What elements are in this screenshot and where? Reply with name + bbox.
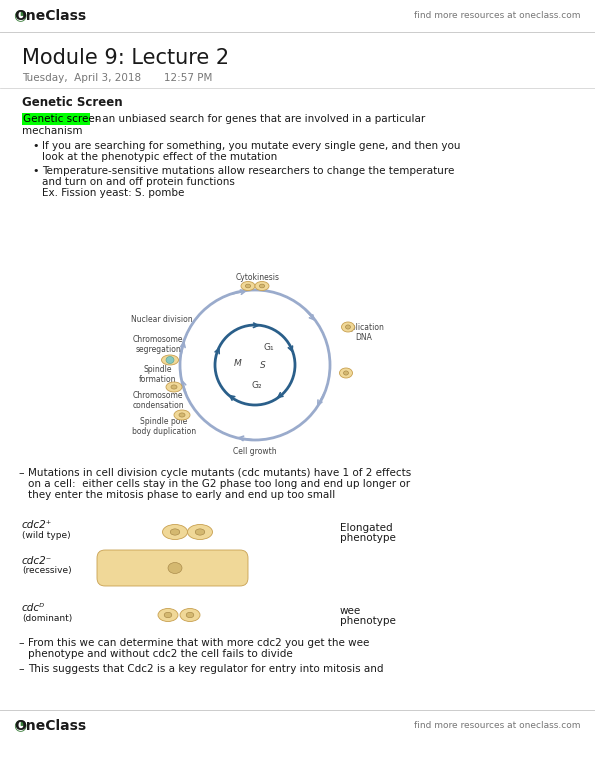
Text: If you are searching for something, you mutate every single gene, and then you: If you are searching for something, you …: [42, 141, 461, 151]
Text: Module 9: Lecture 2: Module 9: Lecture 2: [22, 48, 229, 68]
Text: –: –: [18, 664, 24, 674]
Ellipse shape: [158, 608, 178, 621]
Text: (wild type): (wild type): [22, 531, 71, 540]
Text: look at the phenotypic effect of the mutation: look at the phenotypic effect of the mut…: [42, 152, 277, 162]
FancyBboxPatch shape: [97, 550, 248, 586]
Text: Cell growth: Cell growth: [233, 447, 277, 457]
Text: Spindle pole: Spindle pole: [140, 417, 187, 427]
Text: Ex. Fission yeast: S. pombe: Ex. Fission yeast: S. pombe: [42, 188, 184, 198]
Ellipse shape: [166, 357, 174, 363]
Text: Cytokinesis: Cytokinesis: [236, 273, 280, 282]
Ellipse shape: [171, 385, 177, 389]
Text: M: M: [234, 359, 242, 367]
Text: formation: formation: [139, 376, 177, 384]
Text: condensation: condensation: [132, 400, 184, 410]
Ellipse shape: [161, 355, 178, 365]
Text: S: S: [260, 361, 266, 370]
Text: Genetic screen: Genetic screen: [23, 114, 101, 124]
Ellipse shape: [195, 529, 205, 535]
Text: –: –: [18, 638, 24, 648]
Ellipse shape: [179, 413, 185, 417]
Text: G₁: G₁: [264, 343, 274, 353]
Ellipse shape: [174, 410, 190, 420]
Text: •: •: [32, 166, 39, 176]
Text: Chromosome: Chromosome: [133, 390, 183, 400]
Text: - an unbiased search for genes that are involved in a particular: - an unbiased search for genes that are …: [92, 114, 425, 124]
Ellipse shape: [346, 325, 350, 329]
Text: cdc2⁺: cdc2⁺: [22, 520, 52, 530]
Text: ◔: ◔: [14, 8, 33, 24]
Text: segregation: segregation: [135, 346, 181, 354]
Text: wee: wee: [340, 606, 361, 616]
Ellipse shape: [187, 524, 212, 540]
Ellipse shape: [186, 612, 194, 618]
Text: Temperature-sensitive mutations allow researchers to change the temperature: Temperature-sensitive mutations allow re…: [42, 166, 455, 176]
Ellipse shape: [166, 382, 182, 392]
Text: From this we can determine that with more cdc2 you get the wee: From this we can determine that with mor…: [28, 638, 369, 648]
Ellipse shape: [342, 322, 355, 332]
Text: phenotype: phenotype: [340, 616, 396, 626]
Ellipse shape: [170, 529, 180, 535]
Text: DNA: DNA: [356, 333, 372, 342]
Ellipse shape: [343, 371, 349, 375]
Text: (dominant): (dominant): [22, 614, 72, 622]
Text: OneClass: OneClass: [14, 9, 86, 23]
Text: body duplication: body duplication: [132, 427, 196, 437]
Text: This suggests that Cdc2 is a key regulator for entry into mitosis and: This suggests that Cdc2 is a key regulat…: [28, 664, 384, 674]
Text: and turn on and off protein functions: and turn on and off protein functions: [42, 177, 235, 187]
Ellipse shape: [241, 282, 255, 290]
Text: OneClass: OneClass: [14, 719, 86, 733]
Text: Tuesday,  April 3, 2018       12:57 PM: Tuesday, April 3, 2018 12:57 PM: [22, 73, 212, 83]
Text: phenotype and without cdc2 the cell fails to divide: phenotype and without cdc2 the cell fail…: [28, 649, 293, 659]
Text: –: –: [18, 468, 24, 478]
Text: Chromosome: Chromosome: [133, 336, 183, 344]
FancyBboxPatch shape: [22, 113, 90, 125]
Text: mechanism: mechanism: [22, 126, 83, 136]
Ellipse shape: [259, 284, 265, 288]
Text: find more resources at oneclass.com: find more resources at oneclass.com: [415, 721, 581, 731]
Text: cdc2⁻: cdc2⁻: [22, 556, 52, 566]
Text: G₂: G₂: [252, 380, 262, 390]
Text: Mutations in cell division cycle mutants (cdc mutants) have 1 of 2 effects: Mutations in cell division cycle mutants…: [28, 468, 411, 478]
Ellipse shape: [245, 284, 250, 288]
Text: Nuclear division: Nuclear division: [131, 316, 193, 324]
Ellipse shape: [255, 282, 269, 290]
Text: replication: replication: [343, 323, 384, 332]
Text: Elongated: Elongated: [340, 523, 393, 533]
Ellipse shape: [164, 612, 172, 618]
Text: phenotype: phenotype: [340, 533, 396, 543]
Text: cdcᴰ: cdcᴰ: [22, 603, 45, 613]
Text: on a cell:  either cells stay in the G2 phase too long and end up longer or: on a cell: either cells stay in the G2 p…: [28, 479, 410, 489]
Text: Spindle: Spindle: [144, 366, 172, 374]
Text: they enter the mitosis phase to early and end up too small: they enter the mitosis phase to early an…: [28, 490, 335, 500]
Text: (recessive): (recessive): [22, 567, 71, 575]
Text: ◔: ◔: [14, 718, 33, 734]
Text: Genetic Screen: Genetic Screen: [22, 95, 123, 109]
Text: •: •: [32, 141, 39, 151]
Ellipse shape: [340, 368, 352, 378]
Ellipse shape: [162, 524, 187, 540]
Text: find more resources at oneclass.com: find more resources at oneclass.com: [415, 12, 581, 21]
Ellipse shape: [168, 563, 182, 574]
Ellipse shape: [180, 608, 200, 621]
